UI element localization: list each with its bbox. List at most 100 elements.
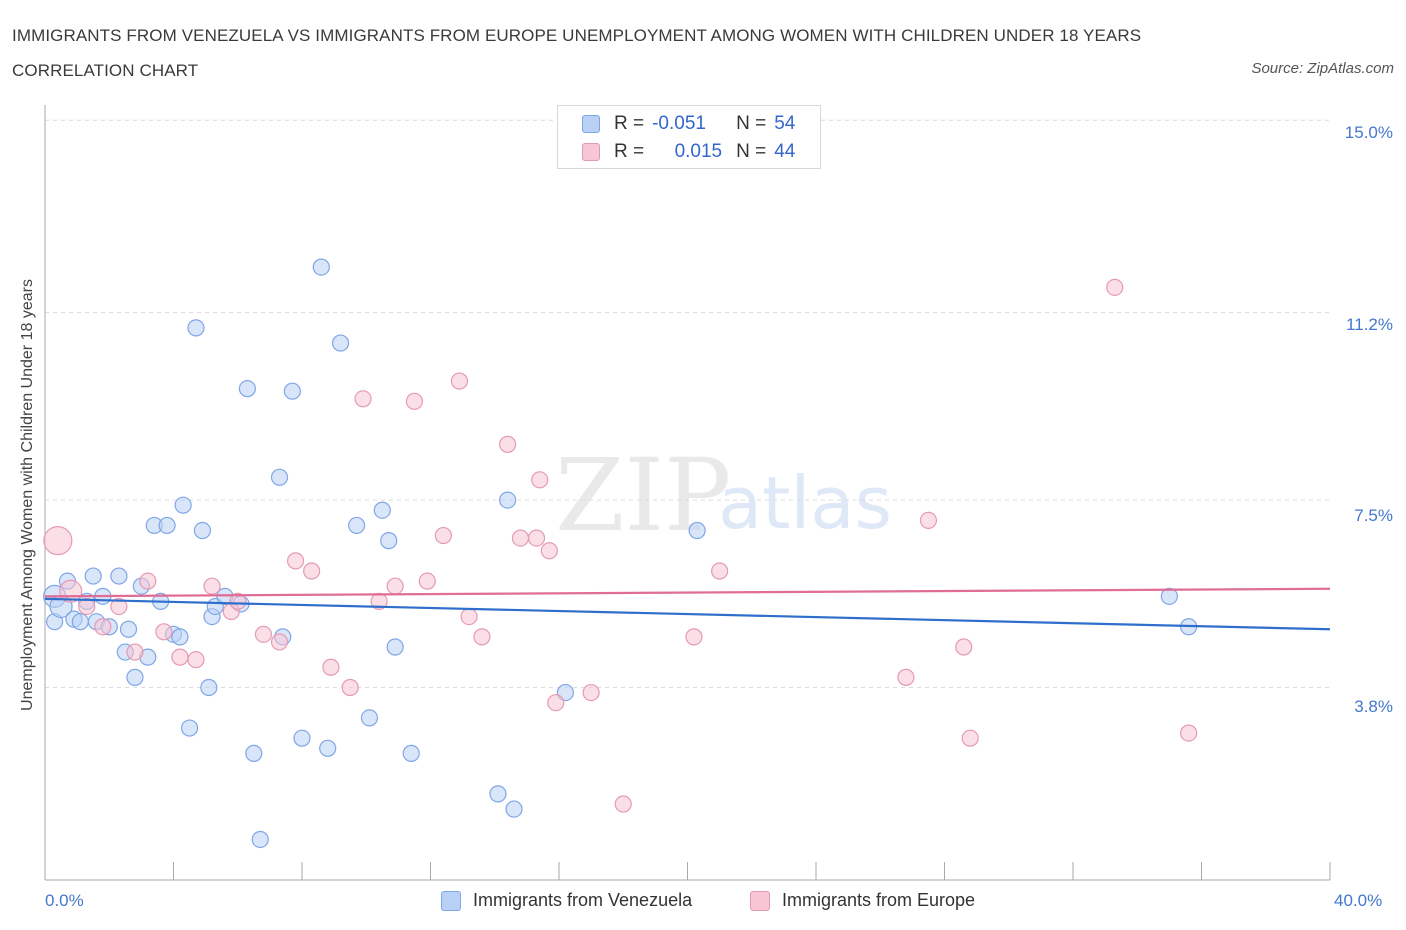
europe-data-point [139,572,157,590]
europe-data-point [187,651,205,669]
europe-data-point [1106,278,1124,296]
venezuela-data-point [293,729,311,747]
europe-data-point [1180,724,1198,742]
bottom-legend-europe: Immigrants from Europe [750,890,975,911]
legend-r-label: R = [614,141,645,162]
venezuela-data-point [348,516,366,535]
europe-data-point [527,529,546,547]
europe-data-point [303,562,321,580]
bottom-legend-europe-label: Immigrants from Europe [782,890,976,910]
europe-data-point [919,511,938,529]
x-tick-label-min: 0.0% [45,891,84,910]
europe-data-point [582,683,600,702]
europe-data-point [685,628,703,646]
venezuela-data-point [238,380,256,398]
venezuela-data-point [71,613,89,631]
venezuela-data-point [312,258,330,276]
venezuela-data-point [245,744,263,762]
y-axis-label: Unemployment Among Women with Children U… [19,279,36,711]
europe-data-point [110,597,128,616]
venezuela-trend-line [44,597,1331,631]
legend-row-europe: R = 0.015 N = 44 [582,139,795,165]
legend-row-venezuela: R = -0.051 N = 54 [582,111,795,137]
venezuela-data-point [110,567,128,585]
europe-data-point [254,625,273,643]
europe-data-point [405,392,424,410]
x-tick-label-max: 40.0% [1334,891,1383,910]
legend-n-value: 54 [774,113,796,134]
bottom-legend-venezuela-label: Immigrants from Venezuela [473,890,693,910]
europe-data-point [43,526,73,556]
venezuela-data-point [84,567,102,585]
europe-trend-line [44,587,1331,598]
europe-data-point [540,542,558,560]
chart-source: Source: ZipAtlas.com [1251,60,1394,77]
europe-data-point [94,618,112,636]
venezuela-data-point [158,516,176,535]
europe-data-point [171,648,189,666]
europe-data-point [897,668,915,686]
venezuela-swatch-icon [582,115,600,133]
venezuela-data-point [489,785,507,803]
europe-data-point [511,529,530,547]
europe-data-point [955,638,973,656]
venezuela-data-point [688,521,706,540]
legend-r-value: 0.015 [674,141,723,162]
legend-n-label: N = [736,141,767,162]
bottom-legend-venezuela: Immigrants from Venezuela [441,890,692,911]
venezuela-data-point [402,744,420,762]
y-tick-label-15: 15.0% [1344,123,1393,142]
watermark-zip: ZIP [555,437,731,554]
venezuela-data-point [174,496,192,514]
europe-data-point [354,390,372,408]
europe-data-point [614,795,632,813]
venezuela-data-point [126,668,144,686]
legend-r-label: R = [614,113,645,134]
europe-data-point [460,608,478,626]
legend-r-value: -0.051 [652,113,706,134]
correlation-legend: R = -0.051 N = 54 R = 0.015 N = 44 [557,105,821,169]
y-tick-label-7: 7.5% [1354,506,1393,525]
venezuela-data-point [360,709,379,727]
venezuela-data-point [171,628,189,646]
venezuela-data-point [187,319,205,337]
europe-data-point [322,658,340,676]
y-tick-label-11: 11.2% [1346,315,1393,334]
europe-data-point [499,435,517,453]
europe-data-point [126,643,144,661]
europe-data-point [341,678,359,697]
europe-swatch-icon [582,143,600,161]
europe-data-point [711,562,729,580]
venezuela-data-point [193,521,212,540]
y-tick-label-3: 3.8% [1354,697,1393,716]
europe-data-point [78,597,96,616]
venezuela-data-point [1160,587,1178,605]
watermark-atlas: atlas [718,461,892,545]
legend-n-value: 44 [774,141,796,162]
europe-data-point [229,592,247,611]
venezuela-data-point [319,739,337,757]
venezuela-data-point [499,491,517,509]
europe-data-point [434,526,452,545]
venezuela-data-point [386,638,404,656]
europe-data-point [531,471,549,489]
venezuela-data-point [180,719,199,737]
venezuela-data-point [380,532,398,550]
venezuela-data-point [373,501,391,519]
europe-data-point [155,623,173,641]
venezuela-data-point [200,678,218,697]
europe-data-point [450,372,469,390]
venezuela-data-point [505,800,523,818]
europe-data-point [203,577,221,595]
europe-data-point [270,633,289,651]
europe-data-point [961,729,979,747]
venezuela-data-point [331,334,350,352]
europe-data-point [547,694,565,712]
venezuela-data-point [283,382,301,400]
venezuela-data-point [119,620,138,638]
venezuela-legend-swatch-icon [441,890,461,911]
venezuela-data-point [251,830,269,849]
europe-data-point [386,577,404,595]
venezuela-data-point [270,468,289,486]
europe-data-point [418,572,436,590]
